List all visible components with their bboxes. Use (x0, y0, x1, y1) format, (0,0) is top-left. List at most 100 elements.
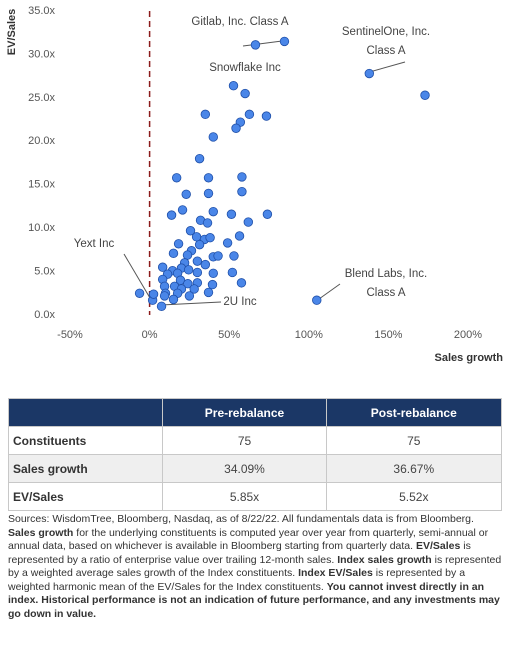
point (208, 206, 218, 217)
point (208, 268, 218, 279)
table-row: EV/Sales 5.85x 5.52x (7, 482, 503, 511)
row-label: EV/Sales (7, 482, 164, 511)
point (157, 262, 168, 272)
y-tick-label: 20.0x (28, 135, 55, 147)
point (312, 295, 322, 305)
footnote-text: is represented by a weighted average sal… (8, 553, 502, 580)
x-tick-label: -50% (57, 329, 83, 341)
point (262, 209, 273, 219)
y-tick-label: 5.0x (34, 265, 55, 277)
point (213, 251, 223, 261)
point (237, 172, 247, 182)
point (177, 205, 188, 215)
point (185, 226, 196, 236)
point (227, 267, 238, 278)
annotation: Class A (367, 287, 406, 299)
x-tick-label: 50% (218, 329, 240, 341)
point (168, 248, 179, 259)
point (226, 209, 237, 219)
point (189, 284, 199, 294)
point (243, 217, 254, 227)
row-label: Constituents (7, 426, 164, 455)
annotation: Snowflake Inc (209, 62, 281, 74)
point (181, 189, 191, 199)
annotation-leader (123, 253, 151, 299)
point (166, 210, 177, 220)
annotation: Class A (367, 45, 406, 57)
annotation: Gitlab, Inc. Class A (191, 16, 288, 28)
point (148, 289, 159, 299)
point (134, 288, 145, 298)
point (203, 188, 214, 199)
annotation-leader (242, 40, 283, 47)
point (229, 251, 239, 261)
header-row: Pre-rebalance Post-rebalance (7, 398, 503, 427)
footnote-text: is represented by a weighted harmonic me… (8, 567, 466, 593)
chart: EV/Sales Sales growth 0.0x 5.0x 10.0x 15.0x… (6, 5, 504, 364)
x-tick-label: 150% (374, 329, 402, 341)
x-tick-label: 100% (295, 329, 323, 341)
point (192, 267, 203, 278)
point (184, 291, 195, 301)
table-cell: 75 (325, 426, 503, 455)
footnote-text: You cannot invest directly in an index. … (8, 580, 500, 620)
point (192, 256, 203, 266)
point (205, 232, 215, 243)
point (194, 153, 205, 164)
summary-table: Pre-rebalance Post-rebalance Constituents 7… (7, 398, 503, 511)
table-row: Sales growth 34.09% 36.67% (7, 454, 503, 483)
row-label: Sales growth (7, 454, 164, 483)
point (420, 90, 430, 100)
point (202, 218, 213, 228)
point (244, 109, 255, 120)
point (173, 239, 184, 249)
table-cell: 5.52x (325, 482, 503, 511)
footnote-text: EV/Sales (415, 540, 461, 552)
table-cell: 34.09% (162, 454, 327, 483)
point (168, 294, 179, 305)
table-row: Constituents 75 75 (7, 426, 503, 455)
point (222, 238, 233, 248)
point (171, 173, 182, 183)
header-cell (7, 398, 164, 427)
x-axis-label: Sales growth (435, 352, 504, 364)
point (208, 132, 218, 142)
point (364, 68, 374, 79)
point (183, 265, 194, 275)
x-tick-label: 200% (454, 329, 482, 341)
footnote-text: Index sales growth (337, 553, 432, 566)
annotation: SentinelOne, Inc. (342, 26, 430, 38)
table-cell: 75 (162, 426, 327, 455)
footnote: Sources: WisdomTree, Bloomberg, Nasdaq, … (8, 513, 504, 621)
y-tick-label: 25.0x (28, 92, 55, 104)
point (279, 36, 290, 47)
point (261, 111, 272, 121)
footnote-text: is represented by a ratio of enterprise … (8, 540, 471, 566)
y-axis-label: EV/Sales (6, 9, 18, 55)
header-cell: Pre-rebalance (162, 398, 327, 427)
y-tick-label: 15.0x (28, 179, 55, 191)
point (203, 173, 214, 183)
y-tick-label: 35.0x (28, 5, 55, 17)
point (207, 279, 218, 290)
point (231, 123, 241, 133)
point (182, 250, 193, 260)
point (200, 109, 211, 120)
table-cell: 36.67% (325, 454, 503, 483)
x-tick-label: 0% (142, 329, 158, 341)
y-tick-label: 10.0x (28, 222, 55, 234)
y-tick-label: 0.0x (34, 309, 55, 321)
footnote-text: Sales growth (8, 526, 74, 539)
annotation: Yext Inc (74, 238, 115, 250)
point (234, 231, 245, 241)
annotation-leader (318, 283, 341, 300)
footnote-text: Sources: WisdomTree, Bloomberg, Nasdaq, … (8, 513, 474, 525)
point (183, 279, 193, 289)
point (237, 186, 247, 197)
point (194, 239, 205, 250)
footnote-text: Index EV/Sales (298, 567, 373, 579)
point (191, 232, 202, 242)
point (236, 278, 247, 288)
point (203, 287, 214, 298)
